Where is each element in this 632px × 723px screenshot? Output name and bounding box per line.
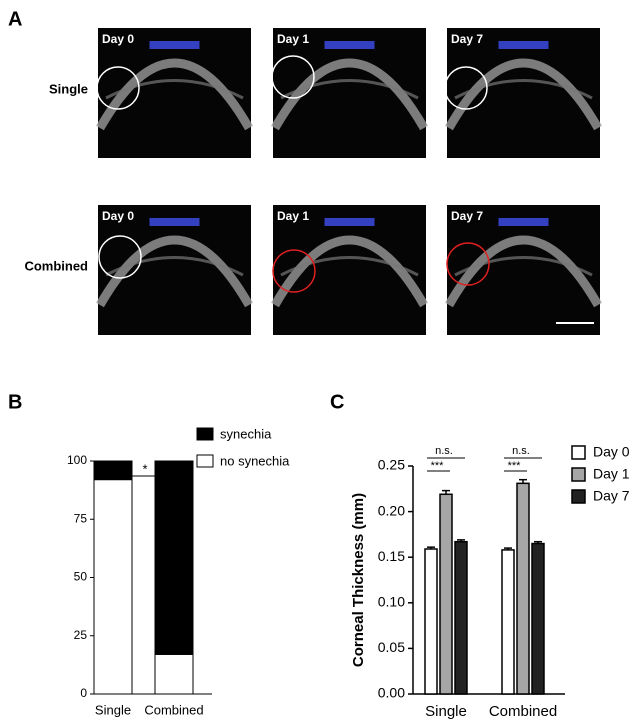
x-tick-label: Single [95, 702, 131, 717]
y-tick-label: 25 [74, 628, 88, 642]
marker [149, 218, 200, 226]
highlight-circle [272, 249, 316, 293]
cornea-arc [445, 58, 602, 131]
marker [498, 218, 549, 226]
bar [531, 542, 545, 695]
highlight-circle [98, 235, 142, 279]
legend-swatch [196, 427, 214, 441]
y-tick-label: 0.00 [378, 685, 405, 701]
y-tick-label: 0.15 [378, 548, 405, 564]
legend-swatch [571, 467, 586, 482]
iris-line [105, 256, 244, 277]
highlight-circle [446, 242, 490, 286]
iris-line [280, 79, 419, 100]
y-tick-label: 0.25 [378, 457, 405, 473]
x-tick-label: Combined [489, 703, 557, 720]
cornea-arc [445, 235, 602, 308]
bar-segment [154, 460, 194, 655]
image-label: Day 0 [102, 32, 134, 46]
bar [501, 549, 515, 695]
image-label: Day 1 [277, 209, 309, 223]
highlight-circle [271, 55, 315, 99]
iris-line [454, 79, 593, 100]
panel-label: A [8, 8, 22, 30]
cornea-arc [96, 235, 253, 308]
row-label: Single [49, 81, 88, 96]
y-tick-label: 100 [67, 453, 87, 467]
row-label: Combined [24, 258, 88, 273]
y-tick-label: 0.05 [378, 639, 405, 655]
bar [439, 493, 453, 695]
highlight-circle [444, 66, 488, 110]
marker [149, 41, 200, 49]
bar-segment [93, 479, 133, 695]
legend-label: Day 7 [593, 488, 630, 504]
bar [454, 540, 468, 695]
panel-label: B [8, 391, 22, 413]
image-label: Day 7 [451, 32, 483, 46]
legend-swatch [196, 454, 214, 468]
image-label: Day 7 [451, 209, 483, 223]
bar-segment [154, 653, 194, 695]
y-tick-label: 0.20 [378, 502, 405, 518]
marker [324, 218, 375, 226]
x-tick-label: Single [425, 703, 467, 720]
image-label: Day 0 [102, 209, 134, 223]
legend-swatch [571, 445, 586, 460]
significance-label: n.s. [512, 445, 530, 457]
panel-label: C [330, 391, 344, 413]
legend-label: synechia [220, 426, 272, 441]
significance-label: *** [508, 460, 522, 472]
x-tick-label: Combined [144, 702, 203, 717]
bar [516, 482, 530, 695]
significance-label: n.s. [435, 445, 453, 457]
significance-label: *** [431, 460, 445, 472]
image-label: Day 1 [277, 32, 309, 46]
cornea-arc [271, 58, 428, 131]
y-tick-label: 50 [74, 570, 88, 584]
legend-swatch [571, 489, 586, 504]
y-axis-label: Corneal Thickness (mm) [350, 493, 367, 667]
significance-label: * [142, 461, 147, 476]
y-tick-label: 0 [80, 686, 87, 700]
y-tick-label: 0.10 [378, 594, 405, 610]
cornea-arc [271, 235, 428, 308]
legend-label: Day 0 [593, 444, 630, 460]
legend-label: Day 1 [593, 466, 630, 482]
y-tick-label: 75 [74, 511, 88, 525]
marker [498, 41, 549, 49]
iris-line [105, 79, 244, 100]
bar [424, 548, 438, 695]
marker [324, 41, 375, 49]
legend-label: no synechia [220, 453, 290, 468]
highlight-circle [96, 66, 140, 110]
cornea-arc [96, 58, 253, 131]
iris-line [280, 256, 419, 277]
iris-line [454, 256, 593, 277]
bar-segment [93, 460, 133, 481]
